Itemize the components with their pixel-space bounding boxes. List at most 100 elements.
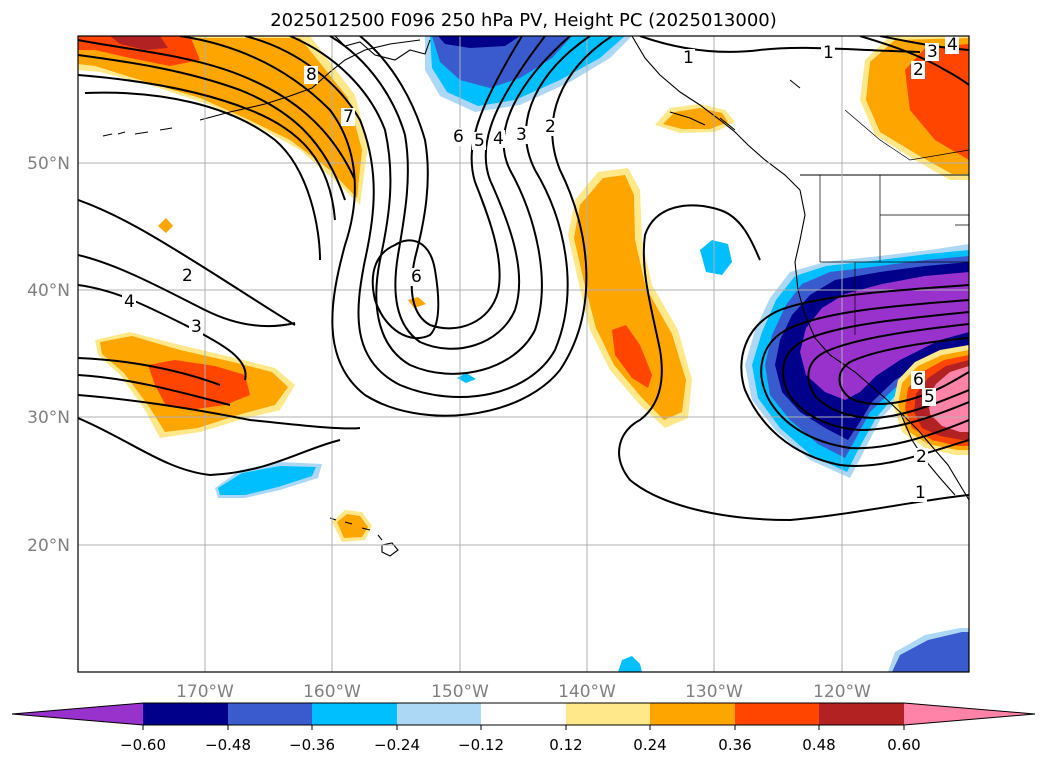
colorbar-segment xyxy=(650,703,735,725)
contour-line xyxy=(78,394,361,430)
colorbar-extend-low xyxy=(12,703,143,725)
contour-label: 6 xyxy=(453,127,464,147)
lon-label: 130°W xyxy=(685,682,743,702)
contour-label: 6 xyxy=(913,370,924,390)
contour-east-loop-4 xyxy=(782,311,969,432)
contour-label: 8 xyxy=(306,65,317,85)
pv-negative-region-southeast-bottom-core xyxy=(892,632,969,672)
colorbar-segment xyxy=(312,703,397,725)
lat-label: 20°N xyxy=(27,536,70,556)
contour-label: 5 xyxy=(474,131,485,151)
contour-line xyxy=(78,417,341,477)
contour-east-3 xyxy=(879,36,969,51)
colorbar-tick-label: 0.60 xyxy=(887,736,920,754)
map-title: 2025012500 F096 250 hPa PV, Height PC (2… xyxy=(270,10,777,31)
border-alaska-canada xyxy=(844,109,969,161)
contour-label: 2 xyxy=(182,266,193,286)
pv-negative-region-north-peak xyxy=(438,36,520,48)
contour-line xyxy=(78,254,296,328)
map-frame xyxy=(77,35,970,673)
contour-label: 1 xyxy=(683,48,694,68)
pv-negative-region-small-1 xyxy=(700,240,732,275)
contour-east-1 xyxy=(639,36,921,53)
colorbar-tick-label: −0.48 xyxy=(205,736,251,754)
pv-positive-region-central-band-peak xyxy=(612,325,652,388)
gridlines xyxy=(78,36,969,672)
contour-line xyxy=(78,199,296,326)
longitude-labels: 170°W 160°W 150°W 140°W 130°W 120°W xyxy=(176,682,871,702)
contour-trough-2 xyxy=(244,36,591,398)
pv-negative-region-small-2 xyxy=(457,373,476,383)
pv-negative-region-south-small xyxy=(618,656,642,672)
colorbar-ticks xyxy=(142,725,905,730)
contour-label: 5 xyxy=(924,387,935,407)
contour-line xyxy=(84,91,321,261)
contour-label: 3 xyxy=(516,125,527,145)
map-area: 8 7 6 5 4 3 2 1 2 4 3 6 1 2 3 4 2 1 6 5 xyxy=(78,35,969,672)
pv-positive-region-hawaii-core xyxy=(337,514,368,538)
contour-line xyxy=(78,39,356,181)
contour-label: 3 xyxy=(191,317,202,337)
contour-line xyxy=(78,374,231,406)
lon-label: 140°W xyxy=(558,682,616,702)
lon-label: 150°W xyxy=(431,682,489,702)
colorbar-tick-label: 0.24 xyxy=(633,736,666,754)
lon-label: 160°W xyxy=(303,682,361,702)
colorbar-tick-label: 0.36 xyxy=(718,736,751,754)
colorbar-segment xyxy=(481,703,566,725)
lat-label: 40°N xyxy=(27,281,70,301)
colorbar-tick-label: 0.48 xyxy=(802,736,835,754)
colorbar-tick-label: −0.60 xyxy=(120,736,166,754)
lon-label: 120°W xyxy=(813,682,871,702)
contour-east-loop-1 xyxy=(618,204,969,522)
contour-label: 4 xyxy=(124,292,135,312)
lon-label: 170°W xyxy=(176,682,234,702)
pv-negative-region-subtropical-core xyxy=(218,466,316,495)
contour-east-2 xyxy=(859,36,969,86)
contour-trough-4 xyxy=(329,36,546,350)
contour-closed-6 xyxy=(371,239,440,340)
colorbar-tick-label: 0.12 xyxy=(549,736,582,754)
coastline-hawaii xyxy=(329,517,399,557)
contour-line xyxy=(78,284,247,381)
coastline-gulf-islands xyxy=(669,79,801,131)
pv-positive-region-northwest-peak2 xyxy=(110,36,168,50)
contour-label: 2 xyxy=(913,60,924,80)
colorbar: −0.60 −0.48 −0.36 −0.24 −0.12 0.12 0.24 … xyxy=(11,702,1036,754)
contour-line xyxy=(78,74,336,221)
latitude-labels: 50°N 40°N 30°N 20°N xyxy=(27,154,70,556)
coastline-us-west xyxy=(794,189,969,501)
contour-trough-1 xyxy=(179,36,613,417)
pv-negative-region-north-core xyxy=(432,36,572,88)
colorbar-tick-label: −0.36 xyxy=(289,736,335,754)
lat-label: 30°N xyxy=(27,408,70,428)
colorbar-tick-label: −0.24 xyxy=(374,736,420,754)
pv-positive-region-small-1 xyxy=(158,218,173,233)
contour-label: 4 xyxy=(947,35,958,55)
colorbar-segment xyxy=(143,703,228,725)
height-contours xyxy=(78,36,969,522)
contour-label: 2 xyxy=(916,447,927,467)
lat-label: 50°N xyxy=(27,154,70,174)
colorbar-segment xyxy=(228,703,312,725)
contour-label: 2 xyxy=(545,117,556,137)
colorbar-extend-high xyxy=(904,703,1035,725)
colorbar-segment xyxy=(819,703,904,725)
pv-positive-region-central-band-core xyxy=(574,175,686,420)
contour-east-loop-3 xyxy=(760,299,969,450)
contour-label: 4 xyxy=(493,129,504,149)
contour-line xyxy=(78,357,221,386)
contour-label: 1 xyxy=(915,483,926,503)
contour-label: 7 xyxy=(343,107,354,127)
contour-trough-5 xyxy=(359,36,523,330)
colorbar-segment xyxy=(735,703,819,725)
contour-label: 6 xyxy=(411,267,422,287)
contour-labels: 8 7 6 5 4 3 2 1 2 4 3 6 1 2 3 4 2 1 6 5 xyxy=(122,35,959,503)
colorbar-segment xyxy=(566,703,650,725)
contour-line xyxy=(78,54,346,201)
coastline-alaska xyxy=(334,36,431,61)
colorbar-tick-label: −0.12 xyxy=(458,736,504,754)
contour-east-loop-2 xyxy=(740,284,969,467)
contour-label: 3 xyxy=(927,42,938,62)
